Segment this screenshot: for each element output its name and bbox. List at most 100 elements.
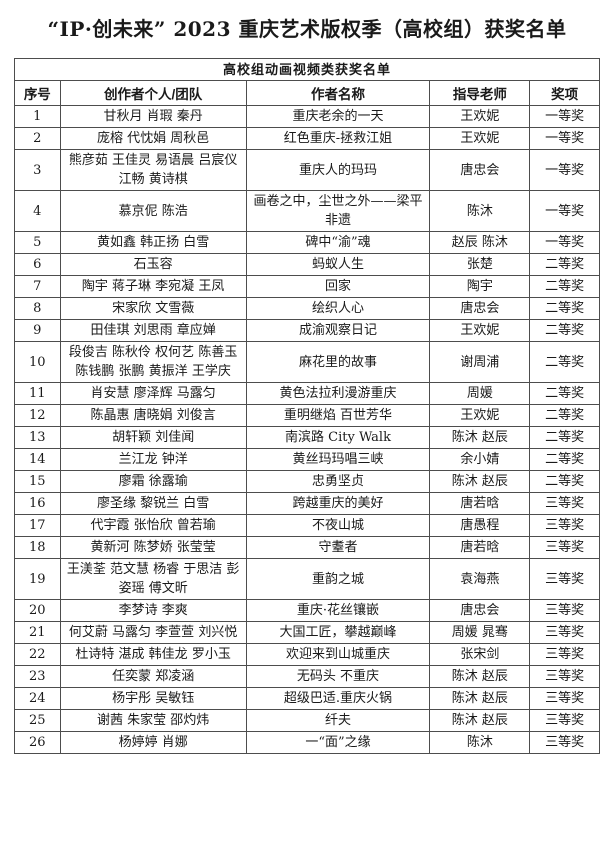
table-row: 6 石玉容 蚂蚁人生 张楚 二等奖	[14, 253, 600, 276]
table-row: 23 任奕蒙 郑凌涵 无码头 不重庆 陈沐 赵辰 三等奖	[14, 665, 600, 688]
column-header-advisors: 指导老师	[429, 80, 531, 106]
advisors-cell: 唐若晗	[429, 536, 531, 559]
advisors-cell: 陈沐 赵辰	[429, 470, 531, 493]
table-row: 9 田佳琪 刘思雨 章应婵 成渝观察日记 王欢妮 二等奖	[14, 319, 600, 342]
work-title-cell: 回家	[245, 275, 431, 298]
creators-cell: 石玉容	[59, 253, 247, 276]
advisors-cell: 王欢妮	[429, 127, 531, 150]
work-title-cell: 重庆人的玛玛	[245, 149, 431, 191]
creators-cell: 兰江龙 钟洋	[59, 448, 247, 471]
creators-cell: 庞榕 代忱娟 周秋邑	[59, 127, 247, 150]
row-number-cell: 9	[14, 319, 61, 342]
table-header-row: 序号 创作者个人/团队 作者名称 指导老师 奖项	[14, 80, 600, 106]
row-number-cell: 15	[14, 470, 61, 493]
award-cell: 二等奖	[529, 404, 600, 427]
advisors-cell: 唐忠会	[429, 149, 531, 191]
advisors-cell: 周媛 晁骞	[429, 621, 531, 644]
creators-cell: 李梦诗 李爽	[59, 599, 247, 622]
award-cell: 二等奖	[529, 341, 600, 383]
row-number-cell: 22	[14, 643, 61, 666]
creators-cell: 熊彦茹 王佳灵 易语晨 吕宸仪 江畅 黄诗棋	[59, 149, 247, 191]
creators-cell: 慕京伲 陈浩	[59, 190, 247, 232]
table-row: 1 甘秋月 肖瑕 秦丹 重庆老余的一天 王欢妮 一等奖	[14, 105, 600, 128]
award-winners-table: 高校组动画视频类获奖名单 序号 创作者个人/团队 作者名称 指导老师 奖项 1 甘秋月 肖…	[14, 58, 600, 754]
table-row: 10 段俊吉 陈秋伶 权何艺 陈善玉 陈钱鹏 张鹏 黄振洋 王学庆 麻花里的故事 谢周…	[14, 341, 600, 383]
page-title: “IP·创未来” 2023 重庆艺术版权季（高校组）获奖名单	[47, 17, 567, 41]
row-number-cell: 20	[14, 599, 61, 622]
row-number-cell: 13	[14, 426, 61, 449]
table-row: 8 宋家欣 文雪薇 绘织人心 唐忠会 二等奖	[14, 297, 600, 320]
work-title-cell: 黄色法拉利漫游重庆	[245, 382, 431, 405]
table-row: 2 庞榕 代忱娟 周秋邑 红色重庆-拯救江姐 王欢妮 一等奖	[14, 127, 600, 150]
award-cell: 三等奖	[529, 665, 600, 688]
creators-cell: 任奕蒙 郑凌涵	[59, 665, 247, 688]
creators-cell: 田佳琪 刘思雨 章应婵	[59, 319, 247, 342]
creators-cell: 杜诗特 湛成 韩佳龙 罗小玉	[59, 643, 247, 666]
award-cell: 一等奖	[529, 105, 600, 128]
work-title-cell: 黄丝玛玛唱三峡	[245, 448, 431, 471]
creators-cell: 段俊吉 陈秋伶 权何艺 陈善玉 陈钱鹏 张鹏 黄振洋 王学庆	[59, 341, 247, 383]
creators-cell: 黄如鑫 韩正扬 白雪	[59, 231, 247, 254]
work-title-cell: 欢迎来到山城重庆	[245, 643, 431, 666]
advisors-cell: 袁海燕	[429, 558, 531, 600]
award-cell: 三等奖	[529, 643, 600, 666]
column-header-creators: 创作者个人/团队	[59, 80, 247, 106]
row-number-cell: 18	[14, 536, 61, 559]
award-cell: 一等奖	[529, 127, 600, 150]
advisors-cell: 陈沐 赵辰	[429, 665, 531, 688]
row-number-cell: 12	[14, 404, 61, 427]
advisors-cell: 陈沐	[429, 190, 531, 232]
row-number-cell: 2	[14, 127, 61, 150]
award-cell: 三等奖	[529, 709, 600, 732]
advisors-cell: 唐若晗	[429, 492, 531, 515]
advisors-cell: 唐忠会	[429, 297, 531, 320]
award-cell: 二等奖	[529, 253, 600, 276]
advisors-cell: 王欢妮	[429, 319, 531, 342]
row-number-cell: 14	[14, 448, 61, 471]
row-number-cell: 19	[14, 558, 61, 600]
table-row: 5 黄如鑫 韩正扬 白雪 碑中“渝”魂 赵辰 陈沐 一等奖	[14, 231, 600, 254]
advisors-cell: 周媛	[429, 382, 531, 405]
award-cell: 三等奖	[529, 536, 600, 559]
table-row: 16 廖圣缘 黎锐兰 白雪 跨越重庆的美好 唐若晗 三等奖	[14, 492, 600, 515]
table-row: 17 代宇霞 张怡欣 曾若瑜 不夜山城 唐愚程 三等奖	[14, 514, 600, 537]
work-title-cell: 重庆·花丝镶嵌	[245, 599, 431, 622]
creators-cell: 宋家欣 文雪薇	[59, 297, 247, 320]
work-title-cell: 绘织人心	[245, 297, 431, 320]
award-cell: 二等奖	[529, 297, 600, 320]
advisors-cell: 唐愚程	[429, 514, 531, 537]
award-cell: 二等奖	[529, 319, 600, 342]
table-row: 25 谢茜 朱家莹 邵灼炜 纤夫 陈沐 赵辰 三等奖	[14, 709, 600, 732]
advisors-cell: 唐忠会	[429, 599, 531, 622]
creators-cell: 陈晶惠 唐晓娟 刘俊言	[59, 404, 247, 427]
creators-cell: 廖圣缘 黎锐兰 白雪	[59, 492, 247, 515]
work-title-cell: 重庆老余的一天	[245, 105, 431, 128]
table-caption-row: 高校组动画视频类获奖名单	[14, 58, 600, 81]
award-cell: 三等奖	[529, 687, 600, 710]
advisors-cell: 陶宇	[429, 275, 531, 298]
row-number-cell: 7	[14, 275, 61, 298]
advisors-cell: 张楚	[429, 253, 531, 276]
column-header-award: 奖项	[529, 80, 600, 106]
table-row: 19 王渼荃 范文慧 杨睿 于思洁 彭姿瑶 傅文昕 重韵之城 袁海燕 三等奖	[14, 558, 600, 600]
award-cell: 三等奖	[529, 599, 600, 622]
row-number-cell: 16	[14, 492, 61, 515]
row-number-cell: 1	[14, 105, 61, 128]
award-cell: 二等奖	[529, 382, 600, 405]
advisors-cell: 赵辰 陈沐	[429, 231, 531, 254]
row-number-cell: 23	[14, 665, 61, 688]
row-number-cell: 11	[14, 382, 61, 405]
work-title-cell: 大国工匠，攀越巅峰	[245, 621, 431, 644]
row-number-cell: 4	[14, 190, 61, 232]
table-row: 24 杨宇彤 吴敏钰 超级巴适.重庆火锅 陈沐 赵辰 三等奖	[14, 687, 600, 710]
row-number-cell: 10	[14, 341, 61, 383]
creators-cell: 陶宇 蒋子琳 李宛凝 王凤	[59, 275, 247, 298]
table-row: 14 兰江龙 钟洋 黄丝玛玛唱三峡 余小婧 二等奖	[14, 448, 600, 471]
work-title-cell: 麻花里的故事	[245, 341, 431, 383]
creators-cell: 代宇霞 张怡欣 曾若瑜	[59, 514, 247, 537]
work-title-cell: 纤夫	[245, 709, 431, 732]
row-number-cell: 5	[14, 231, 61, 254]
advisors-cell: 余小婧	[429, 448, 531, 471]
creators-cell: 何艾蔚 马露匀 李萱萱 刘兴悦	[59, 621, 247, 644]
